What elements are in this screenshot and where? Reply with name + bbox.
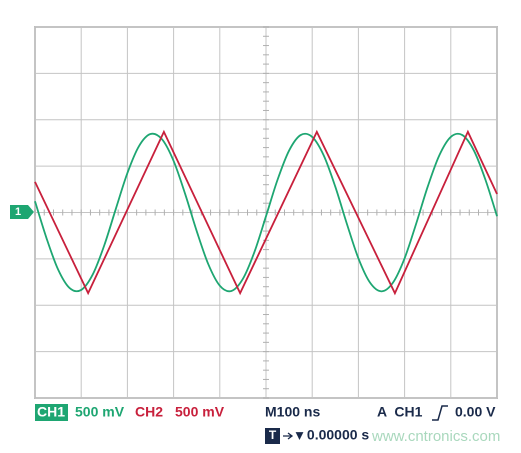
center-ticks: [34, 26, 498, 399]
timebase: M100 ns: [265, 404, 320, 420]
channel-marker: [10, 205, 34, 219]
trigger-icon: T: [269, 428, 277, 442]
trigger-source: A CH1: [377, 404, 423, 420]
ch2-label: CH2: [135, 404, 163, 420]
trigger-level: 0.00 V: [455, 404, 496, 420]
ch2-scale: 500 mV: [175, 404, 225, 420]
position: ▾ 0.00000 s: [295, 427, 369, 443]
trigger-icon-box: [265, 428, 280, 444]
position-arrow: [283, 432, 294, 440]
trigger-edge: [432, 405, 448, 421]
ch1-scale: 500 mV: [75, 404, 125, 420]
watermark: www.cntronics.com: [371, 428, 500, 445]
traces: [34, 129, 498, 296]
trace: [34, 132, 498, 293]
ch1-badge: [35, 404, 68, 421]
marker-label: 1: [15, 206, 21, 218]
ch1-label: CH1: [37, 404, 65, 420]
trace: [34, 129, 498, 296]
